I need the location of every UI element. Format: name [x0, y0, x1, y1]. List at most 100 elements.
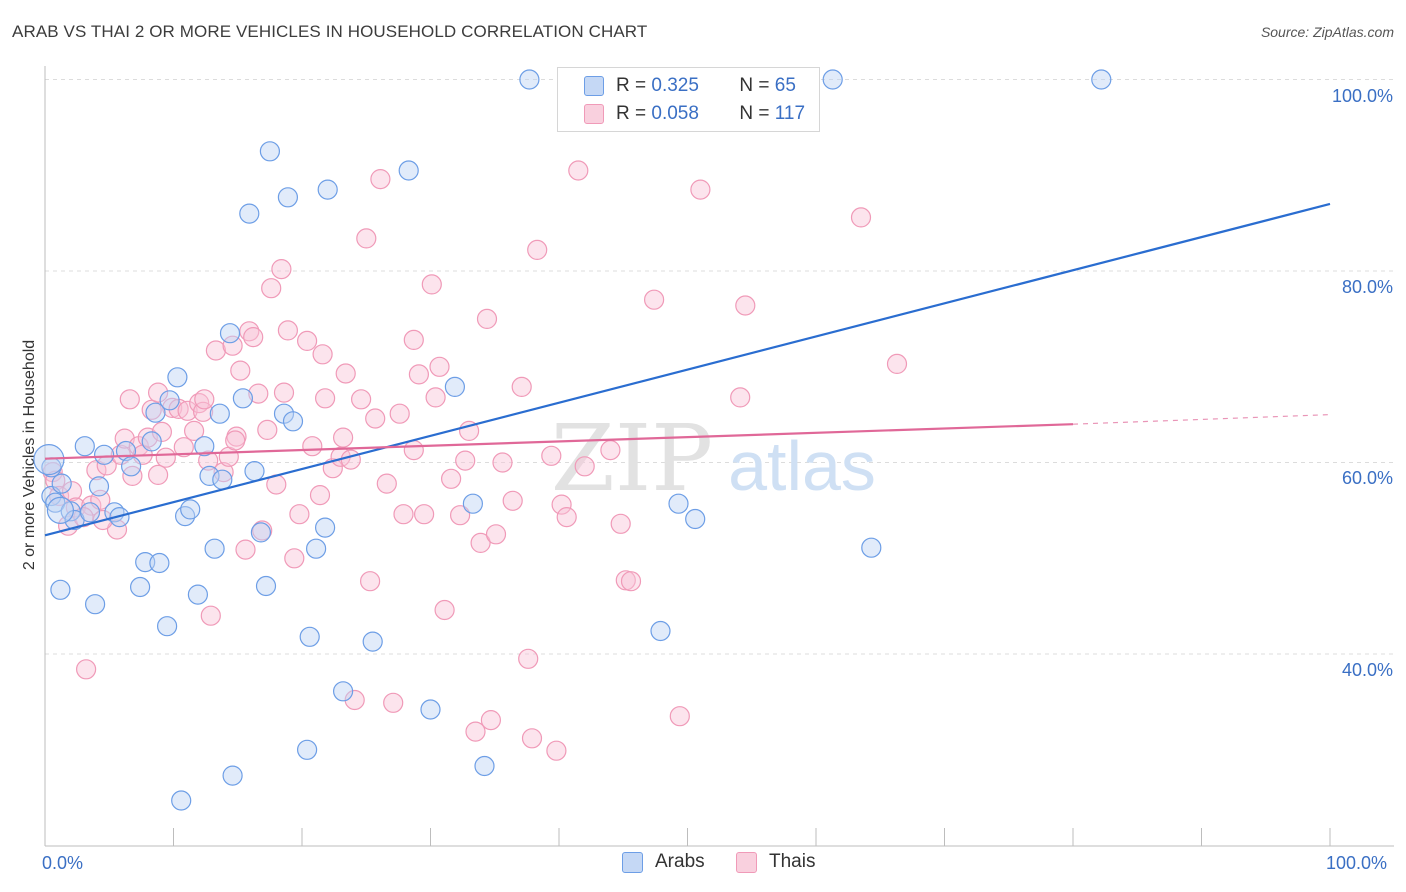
arabs-point	[420, 699, 441, 720]
thais-point	[365, 408, 386, 429]
thais-point	[403, 440, 424, 461]
arabs-n-value: 65	[774, 75, 796, 96]
series-legend: Arabs Thais	[0, 851, 1406, 877]
y-tick-label-100: 100.0%	[1331, 86, 1393, 106]
thais-point	[389, 403, 410, 424]
thais-point	[106, 519, 128, 540]
thais-point	[730, 387, 751, 408]
thais-point	[284, 548, 305, 569]
arabs-point	[861, 537, 882, 558]
arabs-point	[171, 790, 192, 811]
thais-point	[184, 420, 205, 441]
arabs-point	[130, 576, 151, 598]
thais-trend-line	[44, 423, 1074, 460]
thais-point	[248, 383, 269, 404]
thais-point	[574, 456, 595, 477]
arabs-point	[444, 376, 465, 397]
arabs-point	[306, 538, 327, 559]
thais-point	[322, 458, 343, 479]
thais-point	[75, 659, 97, 680]
chart-title: ARAB VS THAI 2 OR MORE VEHICLES IN HOUSE…	[12, 22, 648, 41]
thais-point	[511, 376, 532, 397]
arabs-point	[199, 465, 220, 486]
thais-point	[119, 389, 140, 410]
thais-legend-swatch	[736, 851, 757, 873]
arabs-point	[222, 765, 243, 786]
arabs-point	[315, 517, 336, 538]
thais-point	[429, 356, 450, 377]
thais-point	[225, 430, 246, 451]
arabs-point	[685, 508, 706, 530]
thais-point	[48, 485, 70, 507]
thais-trend-extension	[1072, 414, 1331, 425]
thais-point	[273, 382, 295, 403]
arabs-point	[50, 579, 71, 600]
watermark-atlas: atlas	[728, 427, 876, 505]
thais-point	[173, 437, 194, 458]
arabs-point	[650, 620, 671, 642]
thais-point	[194, 389, 215, 410]
thais-point	[312, 344, 333, 365]
arabs-point	[259, 141, 280, 162]
thais-point	[408, 364, 429, 385]
y-tick-label-80: 80.0%	[1341, 277, 1393, 297]
arabs-point	[209, 403, 230, 424]
correlation-legend: R = 0.325 N = 65 R = 0.058 N = 117	[557, 67, 820, 132]
arabs-point	[157, 616, 178, 637]
thais-point	[309, 485, 331, 506]
thais-point	[376, 473, 397, 494]
thais-point	[690, 179, 711, 200]
arabs-point	[239, 203, 260, 224]
arabs-point	[1091, 69, 1112, 90]
arabs-point	[277, 187, 298, 208]
thais-point	[492, 452, 513, 473]
thais-point	[370, 169, 391, 190]
arabs-point	[84, 594, 106, 615]
arabs-point	[297, 739, 318, 760]
arabs-point	[194, 436, 215, 457]
thais-point	[393, 504, 414, 525]
arabs-point	[212, 469, 233, 490]
arabs-point	[74, 436, 95, 457]
arabs-point	[88, 476, 110, 497]
arabs-points	[33, 69, 1112, 811]
arabs-point	[46, 496, 75, 524]
thais-r-label: R =	[616, 103, 652, 124]
thais-swatch	[584, 104, 604, 124]
legend-row-thais: R = 0.058 N = 117	[584, 101, 805, 127]
thais-point	[620, 571, 642, 592]
thais-point	[541, 445, 562, 466]
arabs-point	[93, 444, 115, 465]
thais-point	[485, 524, 507, 545]
thais-point	[518, 648, 539, 669]
thais-point	[383, 692, 404, 713]
thais-point	[340, 449, 361, 470]
thais-point	[850, 207, 872, 228]
arabs-point	[317, 179, 338, 200]
thais-point	[600, 440, 621, 461]
thais-point	[360, 571, 381, 592]
thais-point	[243, 327, 264, 348]
thais-point	[551, 494, 572, 515]
axes	[44, 66, 1394, 847]
thais-r-value: 0.058	[651, 103, 699, 124]
thais-point	[230, 360, 251, 381]
thais-point	[333, 427, 354, 448]
thais-point	[200, 605, 221, 626]
thais-n-value: 117	[774, 103, 806, 124]
thais-point	[735, 295, 756, 316]
arabs-point	[333, 681, 354, 702]
thais-point	[351, 389, 372, 410]
thais-point	[521, 728, 543, 749]
arabs-point	[250, 522, 271, 543]
arabs-point	[362, 631, 383, 652]
thais-point	[403, 329, 424, 350]
thais-point	[546, 740, 567, 761]
arabs-n-label: N =	[739, 75, 775, 96]
arabs-point	[668, 493, 689, 514]
thais-point	[527, 239, 548, 260]
thais-point	[271, 259, 292, 280]
thais-point	[455, 450, 476, 471]
arabs-point	[79, 502, 101, 523]
thais-point	[610, 513, 631, 534]
